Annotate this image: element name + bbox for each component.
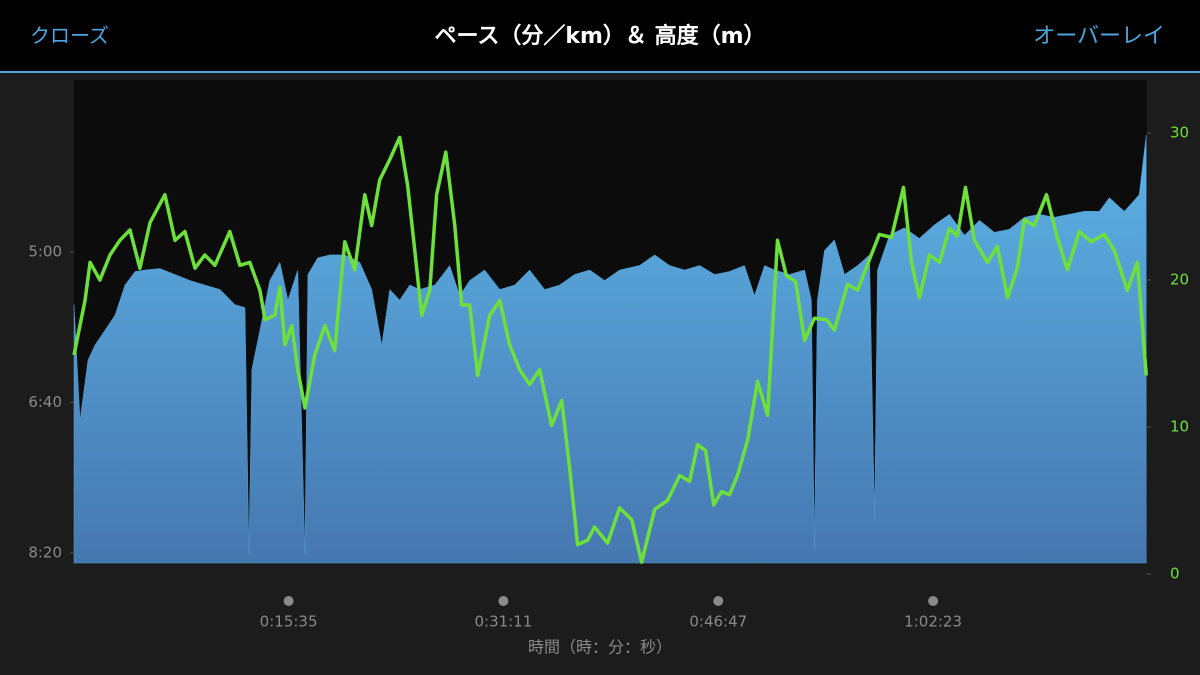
y2-tick-label: 20 <box>1170 271 1189 289</box>
y2-tick-label: 0 <box>1170 565 1180 583</box>
x-tick-dot <box>713 596 724 606</box>
y2-tick-label: 10 <box>1170 418 1189 436</box>
x-tick-label: 0:31:11 <box>475 613 533 631</box>
header-bar <box>0 0 1200 72</box>
x-tick-label: 0:15:35 <box>260 613 318 631</box>
y-tick-label: 8:20 <box>28 543 62 561</box>
overlay-button[interactable]: オーバーレイ <box>1033 24 1165 49</box>
x-axis-title: 時間（時：分：秒） <box>528 638 672 657</box>
x-tick-dot <box>283 596 294 606</box>
close-button[interactable]: クローズ <box>30 24 109 48</box>
y2-tick-label: 30 <box>1170 124 1189 142</box>
chart-title: ペース（分／km）＆ 高度（m） <box>434 23 765 49</box>
x-tick-dot <box>928 596 939 606</box>
x-tick-label: 0:46:47 <box>689 613 747 631</box>
y-tick-label: 6:40 <box>28 393 62 411</box>
x-tick-label: 1:02:23 <box>904 613 962 631</box>
y-tick-label: 5:00 <box>28 242 62 260</box>
altitude-line <box>72 135 1149 564</box>
x-tick-dot <box>498 596 509 606</box>
